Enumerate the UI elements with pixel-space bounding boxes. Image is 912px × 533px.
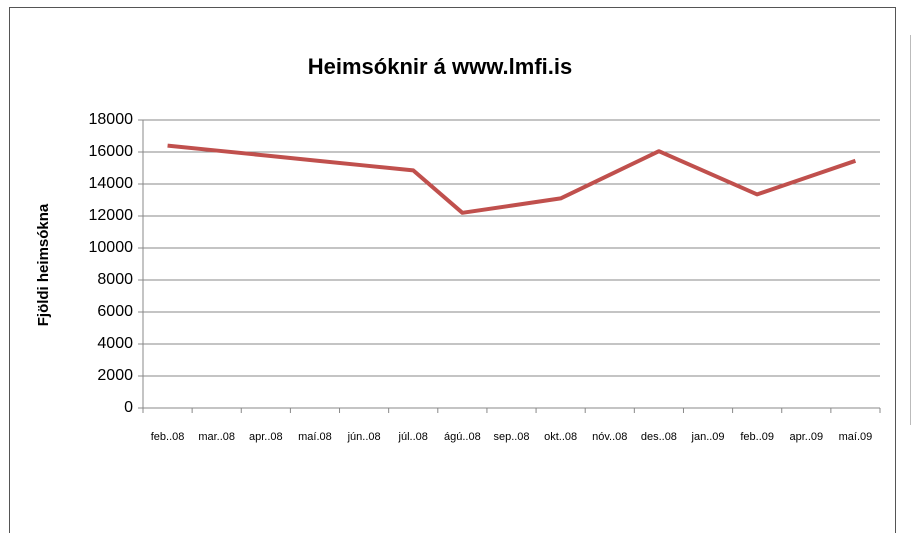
y-tick-label: 14000 <box>89 175 134 192</box>
x-tick-label: júl..08 <box>398 431 428 443</box>
x-tick-label: jan..09 <box>691 431 725 443</box>
x-tick-label: mar..08 <box>198 431 235 443</box>
chart-frame <box>9 7 896 533</box>
x-tick-label: feb..08 <box>151 431 185 443</box>
y-tick-label: 4000 <box>97 335 133 352</box>
x-tick-label: maí.08 <box>298 431 332 443</box>
y-tick-label: 0 <box>124 399 133 416</box>
x-tick-label: maí.09 <box>839 431 873 443</box>
chart-title: Heimsóknir á www.lmfi.is <box>308 54 572 79</box>
y-tick-label: 16000 <box>89 143 134 160</box>
x-tick-label: sep..08 <box>493 431 529 443</box>
x-tick-label: feb..09 <box>740 431 774 443</box>
x-tick-label: apr..09 <box>789 431 823 443</box>
y-tick-label: 8000 <box>97 271 133 288</box>
y-axis-label: Fjöldi heimsókna <box>35 203 52 326</box>
x-tick-label: apr..08 <box>249 431 283 443</box>
y-tick-label: 6000 <box>97 303 133 320</box>
x-tick-label: des..08 <box>641 431 677 443</box>
y-tick-label: 12000 <box>89 207 134 224</box>
y-tick-label: 2000 <box>97 367 133 384</box>
data-line <box>167 143 857 215</box>
x-tick-label: okt..08 <box>544 431 577 443</box>
x-tick-label: ágú..08 <box>444 431 481 443</box>
y-tick-label: 18000 <box>89 111 134 128</box>
x-tick-label: jún..08 <box>347 431 381 443</box>
y-tick-label: 10000 <box>89 239 134 256</box>
x-tick-label: nóv..08 <box>592 431 627 443</box>
